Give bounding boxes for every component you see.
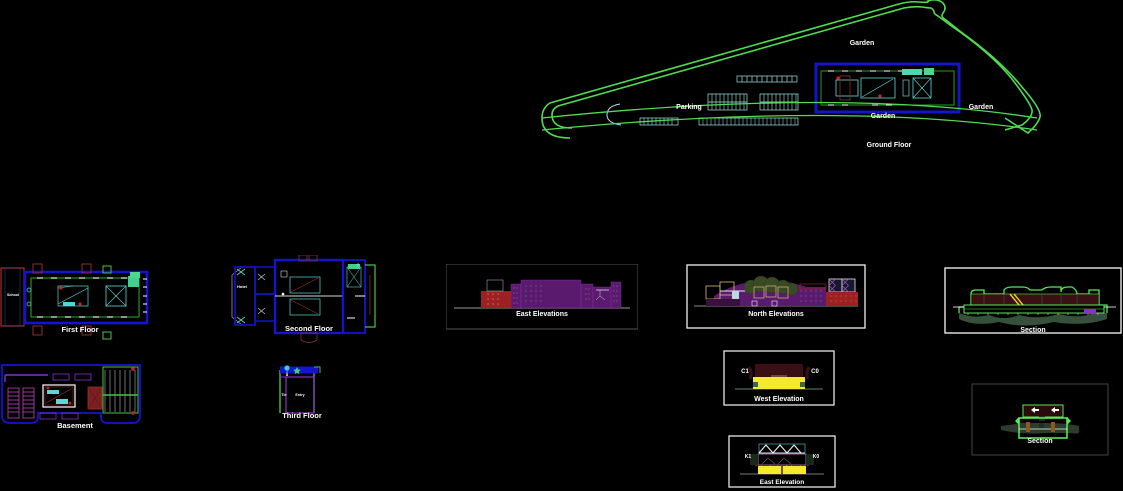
svg-text:West Elevation: West Elevation [754,396,804,403]
svg-text:East Elevations: East Elevations [516,311,568,318]
svg-text:Ground Floor: Ground Floor [867,142,912,149]
svg-text:C1: C1 [741,369,749,375]
svg-text:K1: K1 [745,454,752,460]
svg-text:Garden: Garden [850,40,875,47]
svg-text:Parking: Parking [676,104,702,111]
svg-text:Hotel: Hotel [237,284,247,289]
svg-text:Garden: Garden [969,104,994,111]
svg-text:Basement: Basement [57,421,93,430]
svg-text:Tie: Tie [281,393,286,397]
svg-text:K0: K0 [813,454,820,460]
svg-text:First Floor: First Floor [61,325,98,334]
svg-text:Section: Section [1020,327,1045,334]
svg-text:North Elevations: North Elevations [748,311,804,318]
svg-text:Garden: Garden [871,113,896,120]
svg-text:School: School [7,293,19,297]
svg-text:Entry: Entry [295,393,304,397]
svg-text:Second Floor: Second Floor [285,324,333,333]
svg-text:East Elevation: East Elevation [760,479,804,486]
svg-text:Third Floor: Third Floor [282,411,322,420]
svg-text:Section: Section [1027,438,1052,445]
svg-text:C0: C0 [811,369,819,375]
